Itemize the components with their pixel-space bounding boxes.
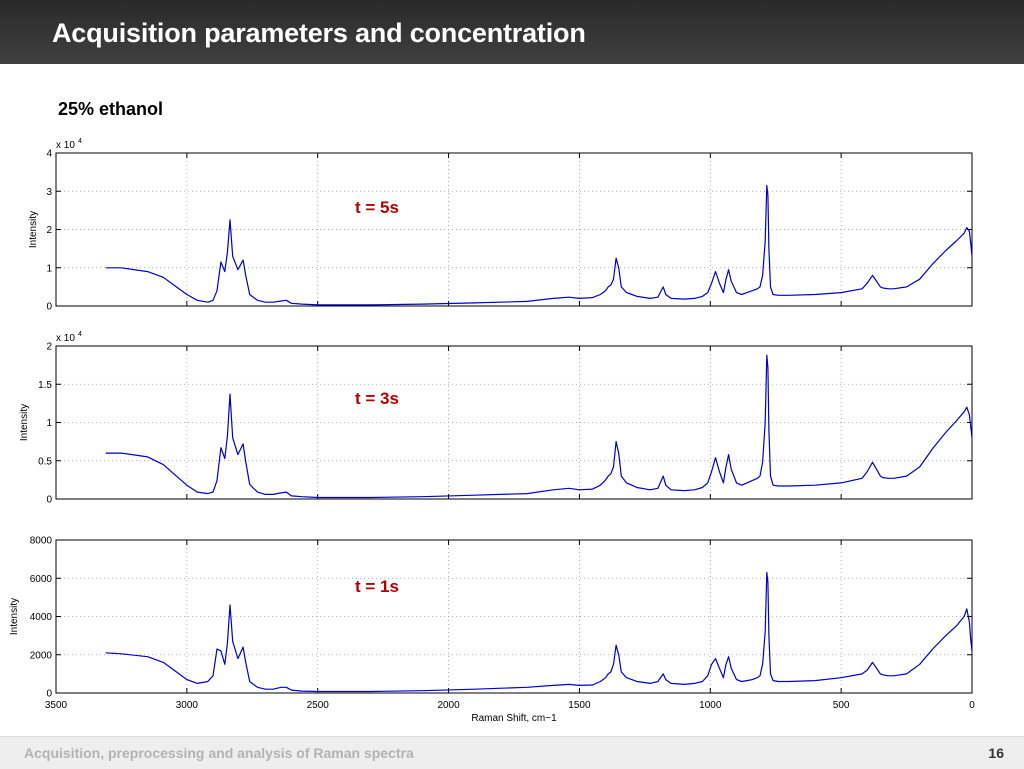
plot-area-3 — [55, 539, 973, 694]
y-tick-label: 1 — [46, 263, 52, 274]
slide-subtitle: 25% ethanol — [58, 99, 164, 119]
title-bar: Acquisition parameters and concentration — [0, 0, 1024, 64]
y-tick-label: 0 — [46, 689, 52, 700]
y-tick-label: 1 — [46, 418, 52, 429]
y-exponent-value: 4 — [78, 331, 82, 338]
spectrum-line-3 — [105, 571, 973, 693]
footer: Acquisition, preprocessing and analysis … — [0, 736, 1024, 769]
y-tick-label: 1.5 — [38, 380, 52, 391]
x-tick-label: 1500 — [568, 700, 591, 711]
x-tick-label: 3500 — [45, 700, 68, 711]
exposure-time-annotation: t = 5s — [355, 198, 399, 217]
x-axis-label: Raman Shift, cm−1 — [471, 713, 557, 724]
y-axis-label: Intensity — [19, 404, 30, 441]
exposure-time-annotation: t = 1s — [355, 577, 399, 596]
y-tick-label: 0.5 — [38, 456, 52, 467]
plot-area-1 — [55, 152, 973, 307]
y-tick-label: 2 — [46, 225, 52, 236]
y-tick-label: 0 — [46, 302, 52, 313]
y-tick-label: 3 — [46, 187, 52, 198]
plot-area-2 — [55, 345, 973, 500]
y-tick-label: 2 — [46, 342, 52, 353]
x-tick-label: 500 — [833, 700, 850, 711]
y-tick-label: 6000 — [30, 574, 53, 585]
y-exponent-value: 4 — [78, 138, 82, 145]
x-tick-label: 2000 — [437, 700, 460, 711]
y-axis-label: Intensity — [9, 598, 20, 635]
y-tick-label: 2000 — [30, 650, 53, 661]
y-exponent-label: x 10 — [56, 333, 75, 344]
y-tick-label: 4000 — [30, 612, 53, 623]
x-tick-label: 1000 — [699, 700, 722, 711]
spectrum-line-2 — [105, 354, 973, 499]
y-tick-label: 8000 — [30, 536, 53, 547]
x-tick-label: 2500 — [307, 700, 330, 711]
x-tick-label: 3000 — [176, 700, 199, 711]
footer-text: Acquisition, preprocessing and analysis … — [24, 745, 414, 761]
page-number: 16 — [988, 745, 1004, 761]
y-tick-label: 4 — [46, 149, 52, 160]
slide-title: Acquisition parameters and concentration — [52, 18, 586, 48]
y-axis-label: Intensity — [28, 211, 39, 248]
x-tick-label: 0 — [969, 700, 975, 711]
spectrum-line-1 — [105, 184, 973, 306]
y-tick-label: 0 — [46, 495, 52, 506]
exposure-time-annotation: t = 3s — [355, 389, 399, 408]
y-exponent-label: x 10 — [56, 140, 75, 151]
